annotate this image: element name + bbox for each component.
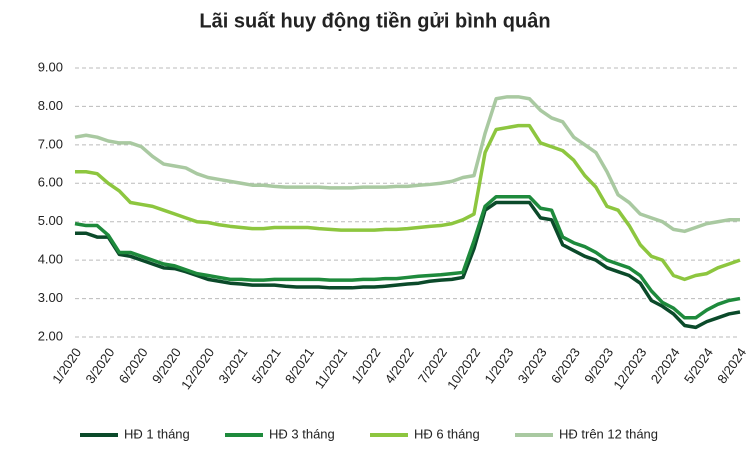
- y-tick-label: 2.00: [38, 328, 63, 343]
- x-tick-label: 3/2023: [515, 345, 550, 386]
- series-line: [75, 200, 741, 330]
- y-tick-label: 3.00: [38, 290, 63, 305]
- x-tick-label: 10/2022: [444, 345, 483, 392]
- x-tick-label: 3/2020: [82, 345, 117, 386]
- x-tick-label: 1/2020: [49, 345, 84, 386]
- x-tick-label: 3/2021: [215, 345, 250, 386]
- x-tick-label: 5/2021: [249, 345, 284, 386]
- x-tick-label: 9/2020: [149, 345, 184, 386]
- x-tick-label: 4/2022: [382, 345, 417, 386]
- x-tick-label: 12/2020: [178, 345, 217, 392]
- chart-title: Lãi suất huy động tiền gửi bình quân: [199, 10, 550, 32]
- x-tick-label: 12/2023: [610, 345, 649, 392]
- x-tick-label: 1/2022: [348, 345, 383, 386]
- legend-label: HĐ 3 tháng: [269, 426, 335, 441]
- x-tick-label: 2/2024: [648, 345, 683, 386]
- legend-label: HĐ 1 tháng: [124, 426, 190, 441]
- x-tick-label: 5/2024: [681, 345, 716, 386]
- y-tick-label: 6.00: [38, 175, 63, 190]
- series-line: [75, 123, 741, 282]
- y-tick-label: 4.00: [38, 252, 63, 267]
- y-tick-label: 9.00: [38, 59, 63, 74]
- x-tick-label: 8/2024: [714, 345, 749, 386]
- x-tick-label: 8/2021: [282, 345, 317, 386]
- y-tick-label: 5.00: [38, 213, 63, 228]
- x-tick-label: 6/2023: [548, 345, 583, 386]
- series-line: [74, 194, 741, 320]
- legend-label: HĐ 6 tháng: [414, 426, 480, 441]
- x-tick-label: 11/2021: [312, 345, 351, 391]
- y-tick-label: 8.00: [38, 98, 63, 113]
- legend-label: HĐ trên 12 tháng: [559, 426, 658, 441]
- x-tick-label: 1/2023: [481, 345, 516, 386]
- y-tick-label: 7.00: [38, 136, 63, 151]
- x-tick-label: 9/2023: [581, 345, 616, 386]
- x-tick-label: 6/2020: [116, 345, 151, 386]
- x-tick-label: 7/2022: [415, 345, 450, 386]
- series-line: [74, 95, 740, 234]
